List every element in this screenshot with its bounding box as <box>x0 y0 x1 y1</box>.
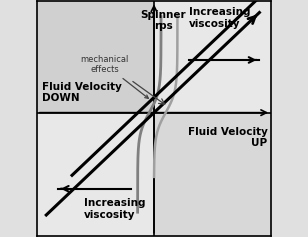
Bar <box>154 1 271 113</box>
Text: Fluid Velocity
UP: Fluid Velocity UP <box>188 127 268 148</box>
Text: Increasing
viscosity: Increasing viscosity <box>84 198 145 220</box>
Text: Fluid Velocity
DOWN: Fluid Velocity DOWN <box>42 82 121 103</box>
Bar <box>37 113 154 236</box>
Text: Increasing
viscosity: Increasing viscosity <box>189 7 251 29</box>
Bar <box>154 113 271 236</box>
Bar <box>37 1 154 113</box>
Text: Spinner
rps: Spinner rps <box>140 9 186 31</box>
Text: mechanical
effects: mechanical effects <box>81 55 148 98</box>
